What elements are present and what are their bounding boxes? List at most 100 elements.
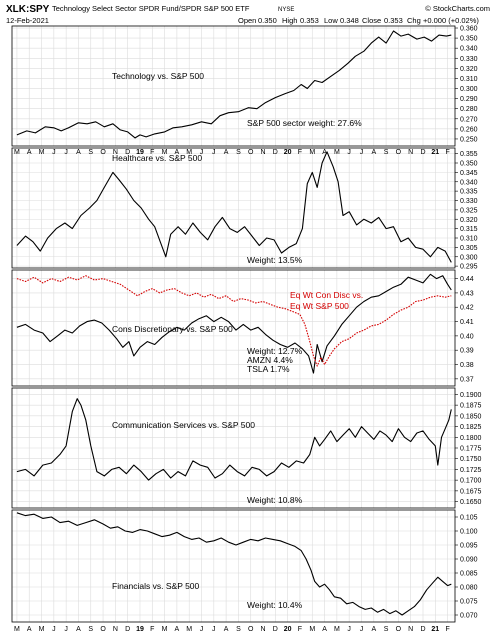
y-tick-label: 0.320	[460, 66, 478, 73]
series-line-1	[16, 151, 452, 263]
x-tick-label: D	[420, 626, 425, 633]
y-tick-label: 0.295	[460, 264, 478, 271]
chg-value: +0.000 (+0.02%)	[423, 16, 479, 25]
x-tick-label: J	[212, 626, 216, 633]
y-tick-label: 0.1750	[460, 456, 482, 463]
y-tick-label: 0.42	[460, 305, 474, 312]
annotation: Communication Services vs. S&P 500	[112, 420, 255, 430]
y-tick-label: 0.37	[460, 376, 474, 383]
y-tick-label: 0.1700	[460, 478, 482, 485]
annotation: TSLA 1.7%	[247, 364, 290, 374]
panel-frame	[11, 269, 456, 387]
y-tick-label: 0.1875	[460, 403, 482, 410]
x-tick-label: F	[150, 149, 154, 156]
y-tick-label: 0.100	[460, 529, 478, 536]
x-tick-label: A	[175, 626, 180, 633]
x-tick-label: A	[371, 149, 376, 156]
y-tick-label: 0.350	[460, 161, 478, 168]
x-tick-label: J	[200, 149, 204, 156]
x-tick-label: J	[64, 626, 68, 633]
x-tick-label: O	[100, 149, 106, 156]
x-tick-label: O	[396, 149, 402, 156]
y-tick-label: 0.090	[460, 557, 478, 564]
low-label: Low	[324, 16, 338, 25]
brand-label: © StockCharts.com	[425, 4, 490, 13]
x-tick-label: M	[39, 149, 45, 156]
x-tick-label: S	[236, 626, 241, 633]
y-tick-label: 0.38	[460, 362, 474, 369]
x-tick-label: N	[113, 149, 118, 156]
y-tick-label: 0.345	[460, 170, 478, 177]
series-line-2	[16, 275, 452, 367]
x-tick-label: N	[408, 149, 413, 156]
x-tick-label: A	[371, 626, 376, 633]
panel-frame	[11, 509, 456, 623]
x-tick-label: J	[52, 149, 56, 156]
high-label: High	[282, 16, 297, 25]
x-tick-label: A	[175, 149, 180, 156]
x-tick-label: N	[113, 626, 118, 633]
x-tick-label: N	[261, 626, 266, 633]
panel-2: 0.355 0.350 0.345 0.340 0.335 0.330 0.325 0.320…	[11, 147, 478, 271]
y-tick-label: 0.330	[460, 198, 478, 205]
y-tick-label: 0.1775	[460, 446, 482, 453]
x-tick-label: S	[384, 626, 389, 633]
x-tick-label: S	[384, 149, 389, 156]
high-value: 0.353	[300, 16, 319, 25]
annotation: Eq Wt Con Disc vs.	[290, 290, 363, 300]
y-tick-label: 0.270	[460, 116, 478, 123]
x-tick-label: J	[52, 626, 56, 633]
y-tick-label: 0.1800	[460, 435, 482, 442]
y-tick-label: 0.43	[460, 290, 474, 297]
x-tick-label: A	[224, 626, 229, 633]
x-tick-label: A	[76, 626, 81, 633]
y-tick-label: 0.40	[460, 333, 474, 340]
date-label: 12-Feb-2021	[6, 16, 49, 25]
y-tick-label: 0.1900	[460, 392, 482, 399]
x-tick-label: D	[125, 626, 130, 633]
y-tick-label: 0.340	[460, 46, 478, 53]
x-tick-label: J	[200, 626, 204, 633]
x-tick-label: 20	[284, 149, 292, 156]
x-tick-label: D	[125, 149, 130, 156]
y-tick-label: 0.105	[460, 515, 478, 522]
x-tick-label: D	[273, 149, 278, 156]
y-tick-label: 0.1650	[460, 499, 482, 506]
annotation: Weight: 12.7%	[247, 346, 303, 356]
x-tick-label: M	[309, 626, 315, 633]
x-tick-label: M	[309, 149, 315, 156]
series-line-1	[16, 273, 452, 374]
open-value: 0.350	[258, 16, 277, 25]
x-tick-label: S	[236, 149, 241, 156]
y-tick-label: 0.360	[460, 26, 478, 33]
y-tick-label: 0.250	[460, 136, 478, 143]
x-tick-label: M	[186, 626, 192, 633]
x-tick-label: O	[396, 626, 402, 633]
chg-label: Chg	[407, 16, 421, 25]
x-tick-label: J	[360, 626, 364, 633]
x-tick-label: 20	[284, 626, 292, 633]
close-label: Close	[362, 16, 381, 25]
y-tick-label: 0.1825	[460, 424, 482, 431]
x-tick-label: A	[322, 149, 327, 156]
low-value: 0.348	[340, 16, 359, 25]
x-tick-label: M	[162, 626, 168, 633]
y-tick-label: 0.44	[460, 276, 474, 283]
y-tick-label: 0.315	[460, 226, 478, 233]
series-line-1	[16, 30, 452, 139]
x-tick-label: M	[14, 149, 20, 156]
x-tick-label: M	[14, 626, 20, 633]
x-tick-label: F	[298, 149, 302, 156]
y-tick-label: 0.335	[460, 189, 478, 196]
annotation: Healthcare vs. S&P 500	[112, 153, 202, 163]
x-tick-label: 21	[431, 626, 439, 633]
series-line-1	[16, 398, 452, 481]
x-tick-label: D	[273, 626, 278, 633]
y-tick-label: 0.300	[460, 86, 478, 93]
panel-frame	[11, 387, 456, 509]
panel-1: 0.360 0.350 0.340 0.330 0.320 0.310 0.300 0.290…	[11, 26, 478, 147]
description-label: Technology Select Sector SPDR Fund/SPDR …	[52, 4, 250, 13]
x-tick-label: A	[224, 149, 229, 156]
y-tick-label: 0.310	[460, 76, 478, 83]
x-tick-label: M	[162, 149, 168, 156]
